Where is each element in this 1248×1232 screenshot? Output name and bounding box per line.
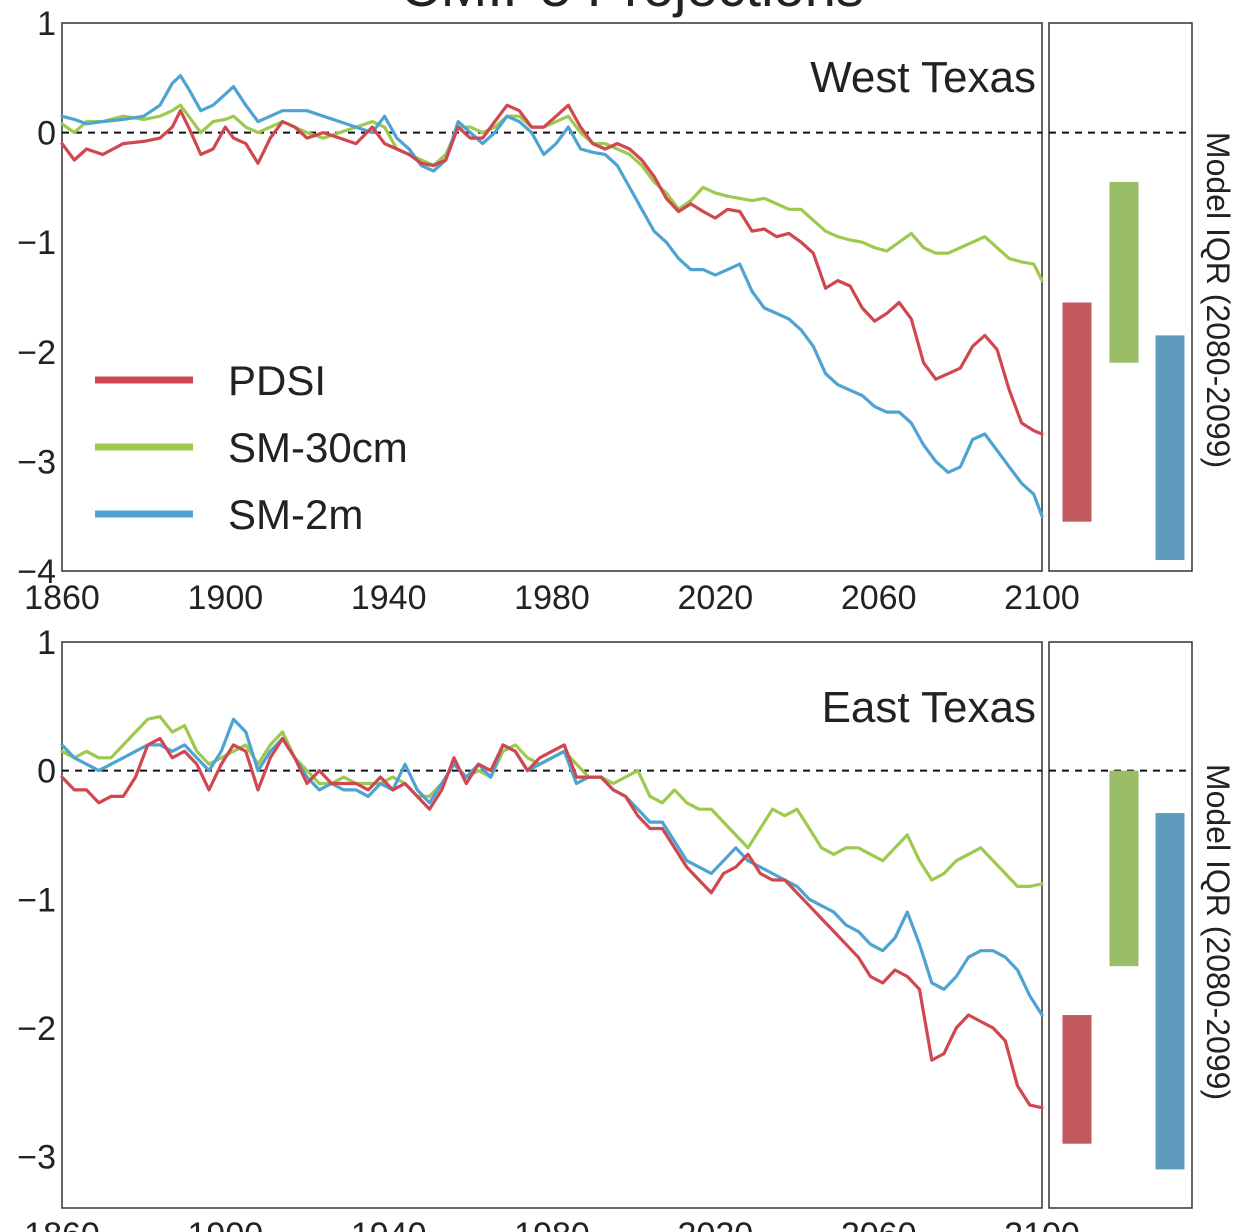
- west-texas-iqr-label: Model IQR (2080-2099): [1200, 132, 1236, 468]
- west-texas-iqr-panel: [1048, 22, 1193, 572]
- west-texas-series: [60, 73, 1044, 518]
- west-texas-title: West Texas: [810, 53, 1036, 102]
- west-texas-plot-frame: [61, 22, 1043, 572]
- west-texas-x-tick-label: 1940: [351, 579, 427, 617]
- west-texas-iqr-bar-sm-2m: [1155, 335, 1185, 561]
- west-texas-x-tick-label: 2060: [841, 579, 917, 617]
- west-texas-y-tick-label: 1: [37, 5, 56, 43]
- east-texas-plot-frame: [61, 641, 1043, 1209]
- west-texas-iqr-frame: [1048, 22, 1193, 572]
- east-texas-y-tick-label: −3: [17, 1139, 56, 1177]
- east-texas-x-tick-label: 1940: [351, 1216, 427, 1232]
- figure-title: CMIP5 Projections: [400, 0, 864, 18]
- legend-label-sm30: SM-30cm: [228, 424, 408, 471]
- west-texas-x-tick-label: 1860: [24, 579, 100, 617]
- east-texas-iqr-label: Model IQR (2080-2099): [1200, 764, 1236, 1100]
- west-texas-x-tick-label: 1900: [188, 579, 264, 617]
- legend-label-sm2: SM-2m: [228, 491, 363, 538]
- east-texas-y-tick-label: 1: [37, 624, 56, 662]
- west-texas-y-tick-label: −2: [17, 334, 56, 372]
- west-texas-iqr-bar-pdsi: [1062, 302, 1092, 522]
- east-texas-y-tick-label: 0: [37, 753, 56, 791]
- east-texas-y-tick-label: −2: [17, 1010, 56, 1048]
- west-texas-axes: 1860 1900 1940 1980 2020 2060 2100 1 0 −1 −2 −3 −4: [17, 5, 1080, 617]
- east-texas-series-pdsi: [60, 736, 1044, 1110]
- legend-label-pdsi: PDSI: [228, 357, 326, 404]
- east-texas-axes: 1860 1900 1940 1980 2020 2060 2100 1 0 −1 −2 −3: [17, 624, 1080, 1232]
- west-texas-y-tick-label: −3: [17, 443, 56, 481]
- west-texas-y-tick-label: −1: [17, 224, 56, 262]
- east-texas-y-tick-label: −1: [17, 881, 56, 919]
- west-texas-y-tick-label: 0: [37, 115, 56, 153]
- panel-west-texas: 1860 1900 1940 1980 2020 2060 2100 1 0 −1 −2 −3 −4 W…: [17, 5, 1236, 617]
- east-texas-x-tick-label: 2060: [841, 1216, 917, 1232]
- east-texas-x-tick-label: 1900: [188, 1216, 264, 1232]
- west-texas-y-tick-label: −4: [17, 553, 56, 591]
- east-texas-iqr-bar-sm-2m: [1155, 813, 1185, 1170]
- east-texas-x-tick-label: 1860: [24, 1216, 100, 1232]
- east-texas-iqr-frame: [1048, 641, 1193, 1209]
- east-texas-series-sm-30cm: [60, 714, 1044, 889]
- east-texas-title: East Texas: [822, 683, 1036, 732]
- west-texas-x-tick-label: 1980: [514, 579, 590, 617]
- east-texas-x-tick-label: 1980: [514, 1216, 590, 1232]
- west-texas-iqr-bar-sm-30cm: [1109, 181, 1139, 363]
- east-texas-x-tick-label: 2020: [678, 1216, 754, 1232]
- legend: PDSI SM-30cm SM-2m: [95, 357, 408, 538]
- west-texas-series-pdsi: [60, 103, 1044, 436]
- west-texas-series-sm-30cm: [60, 103, 1044, 283]
- east-texas-x-tick-label: 2100: [1004, 1216, 1080, 1232]
- east-texas-iqr-panel: [1048, 641, 1193, 1209]
- east-texas-series: [60, 714, 1044, 1110]
- east-texas-iqr-bar-pdsi: [1062, 1015, 1092, 1144]
- east-texas-iqr-bar-sm-30cm: [1109, 770, 1139, 967]
- panel-east-texas: 1860 1900 1940 1980 2020 2060 2100 1 0 −1 −2 −3 Eas…: [17, 624, 1236, 1232]
- west-texas-x-tick-label: 2100: [1004, 579, 1080, 617]
- west-texas-x-tick-label: 2020: [678, 579, 754, 617]
- west-texas-series-sm-2m: [60, 73, 1044, 518]
- east-texas-series-sm-2m: [60, 717, 1044, 1017]
